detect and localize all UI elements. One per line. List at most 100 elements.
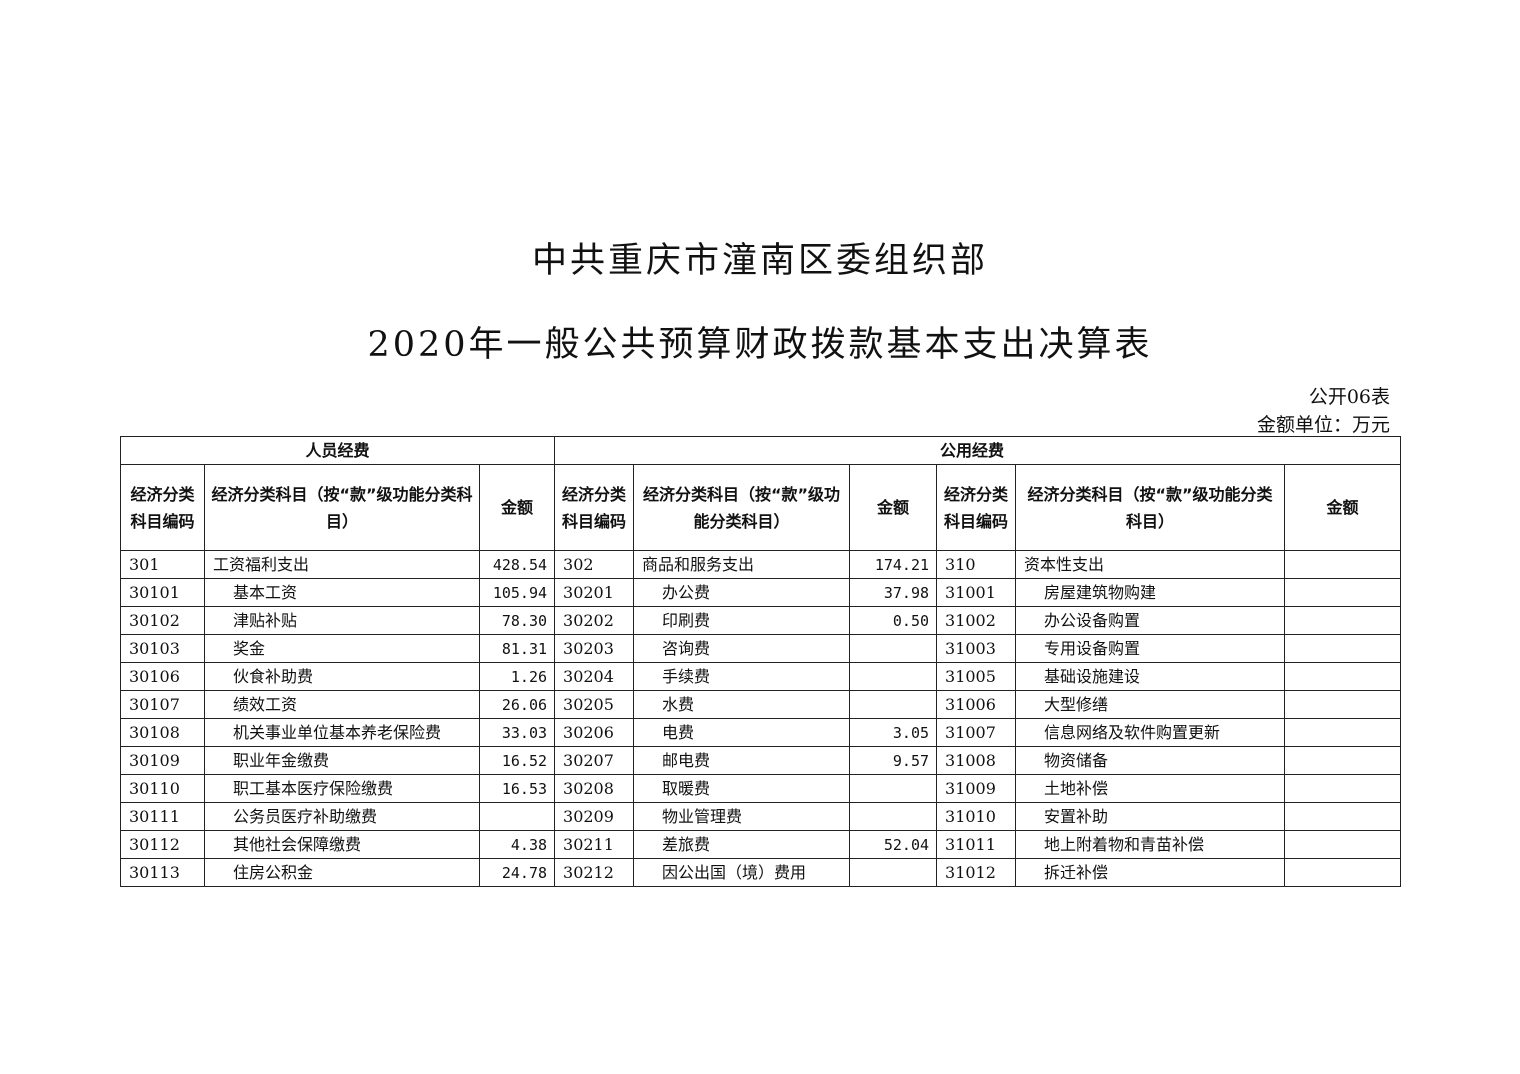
cell-code: 302 [554, 550, 635, 579]
cell-amount: 1.26 [478, 662, 556, 691]
cell-name: 办公费 [633, 578, 851, 607]
cell-code: 30113 [120, 858, 205, 887]
cell-name: 差旅费 [633, 830, 851, 859]
cell-amount [849, 690, 938, 719]
cell-amount: 33.03 [478, 718, 556, 747]
cell-code: 31011 [936, 830, 1017, 859]
cell-code: 30207 [554, 746, 635, 775]
cell-amount: 24.78 [478, 858, 556, 887]
cell-amount: 3.05 [849, 718, 938, 747]
cell-name: 其他社会保障缴费 [204, 830, 480, 859]
col-header-amount: 金额 [478, 464, 556, 551]
cell-name: 物业管理费 [633, 802, 851, 831]
table-id: 公开06表 [1308, 386, 1390, 408]
cell-name: 住房公积金 [204, 858, 480, 887]
cell-amount: 0.50 [849, 606, 938, 635]
cell-name: 工资福利支出 [204, 550, 480, 579]
cell-name: 物资储备 [1015, 746, 1286, 775]
table-row: 301 工资福利支出 428.54 302 商品和服务支出 174.21 310 资本性支出 [120, 550, 1402, 579]
group-header-public: 公用经费 [554, 436, 1402, 465]
cell-code: 31002 [936, 606, 1017, 635]
table-row: 30106 伙食补助费 1.26 30204 手续费 31005 基础设施建设 [120, 662, 1402, 691]
cell-code: 31006 [936, 690, 1017, 719]
cell-amount: 16.52 [478, 746, 556, 775]
cell-code: 31012 [936, 858, 1017, 887]
cell-name: 奖金 [204, 634, 480, 663]
col-header-name: 经济分类科目（按“款”级功能分类科目） [1015, 464, 1286, 551]
cell-code: 31003 [936, 634, 1017, 663]
cell-code: 30101 [120, 578, 205, 607]
cell-code: 31008 [936, 746, 1017, 775]
cell-amount: 52.04 [849, 830, 938, 859]
table-row: 30107 绩效工资 26.06 30205 水费 31006 大型修缮 [120, 690, 1402, 719]
col-header-code: 经济分类科目编码 [554, 464, 635, 551]
cell-name: 伙食补助费 [204, 662, 480, 691]
cell-code: 31007 [936, 718, 1017, 747]
table-row: 30112 其他社会保障缴费 4.38 30211 差旅费 52.04 31011 地上附着物… [120, 830, 1402, 859]
cell-code: 30107 [120, 690, 205, 719]
cell-amount [1284, 662, 1402, 691]
cell-amount [1284, 718, 1402, 747]
group-header-personnel: 人员经费 [119, 436, 556, 465]
cell-amount: 105.94 [478, 578, 556, 607]
cell-name: 水费 [633, 690, 851, 719]
cell-name: 职业年金缴费 [204, 746, 480, 775]
cell-amount [1284, 858, 1402, 887]
cell-code: 31009 [936, 774, 1017, 803]
cell-code: 30206 [554, 718, 635, 747]
cell-name: 公务员医疗补助缴费 [204, 802, 480, 831]
cell-code: 30203 [554, 634, 635, 663]
cell-amount [849, 634, 938, 663]
cell-code: 31010 [936, 802, 1017, 831]
expenditure-table: 人员经费 公用经费 经济分类科目编码 经济分类科目（按“款”级功能分类科目） 金… [119, 436, 1402, 887]
cell-name: 津贴补贴 [204, 606, 480, 635]
document-subtitle: 2020年一般公共预算财政拨款基本支出决算表 [367, 325, 1153, 365]
table-row: 30111 公务员医疗补助缴费 30209 物业管理费 31010 安置补助 [120, 802, 1402, 831]
cell-code: 30112 [120, 830, 205, 859]
cell-name: 邮电费 [633, 746, 851, 775]
table-row: 30102 津贴补贴 78.30 30202 印刷费 0.50 31002 办公设备购置 [120, 606, 1402, 635]
col-header-name: 经济分类科目（按“款”级功能分类科目） [204, 464, 480, 551]
cell-code: 31005 [936, 662, 1017, 691]
cell-amount: 78.30 [478, 606, 556, 635]
cell-name: 手续费 [633, 662, 851, 691]
cell-amount [1284, 802, 1402, 831]
cell-amount: 9.57 [849, 746, 938, 775]
cell-code: 301 [120, 550, 205, 579]
cell-code: 310 [936, 550, 1017, 579]
cell-name: 办公设备购置 [1015, 606, 1286, 635]
cell-code: 30208 [554, 774, 635, 803]
cell-code: 30106 [120, 662, 205, 691]
cell-name: 基本工资 [204, 578, 480, 607]
cell-code: 30204 [554, 662, 635, 691]
cell-name: 土地补偿 [1015, 774, 1286, 803]
table-row: 30113 住房公积金 24.78 30212 因公出国（境）费用 31012 拆迁补偿 [120, 858, 1402, 887]
cell-amount [1284, 550, 1402, 579]
cell-amount [849, 858, 938, 887]
cell-amount: 174.21 [849, 550, 938, 579]
col-header-code: 经济分类科目编码 [120, 464, 205, 551]
cell-amount: 81.31 [478, 634, 556, 663]
cell-amount [849, 774, 938, 803]
cell-name: 拆迁补偿 [1015, 858, 1286, 887]
cell-name: 地上附着物和青苗补偿 [1015, 830, 1286, 859]
table-row: 30109 职业年金缴费 16.52 30207 邮电费 9.57 31008 物资储备 [120, 746, 1402, 775]
cell-name: 安置补助 [1015, 802, 1286, 831]
cell-code: 30108 [120, 718, 205, 747]
cell-code: 30109 [120, 746, 205, 775]
cell-code: 30111 [120, 802, 205, 831]
cell-name: 资本性支出 [1015, 550, 1286, 579]
cell-code: 30205 [554, 690, 635, 719]
cell-code: 30211 [554, 830, 635, 859]
cell-code: 31001 [936, 578, 1017, 607]
cell-amount [1284, 578, 1402, 607]
table-row: 30108 机关事业单位基本养老保险费 33.03 30206 电费 3.05 31007 信… [120, 718, 1402, 747]
cell-amount [1284, 774, 1402, 803]
cell-code: 30202 [554, 606, 635, 635]
cell-amount: 4.38 [478, 830, 556, 859]
cell-code: 30209 [554, 802, 635, 831]
cell-code: 30110 [120, 774, 205, 803]
cell-name: 专用设备购置 [1015, 634, 1286, 663]
cell-name: 印刷费 [633, 606, 851, 635]
cell-name: 绩效工资 [204, 690, 480, 719]
